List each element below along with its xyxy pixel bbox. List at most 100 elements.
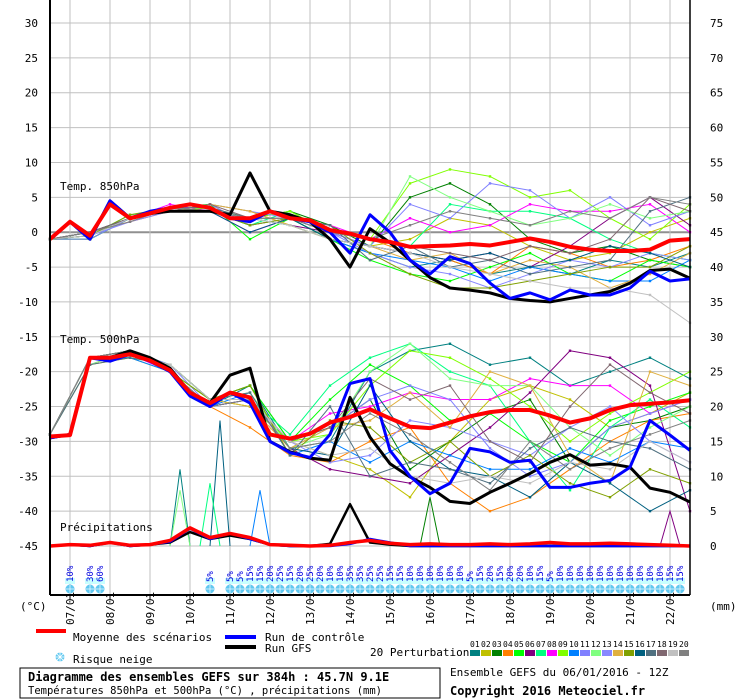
perturbation-19-850-point [648,293,652,297]
snow-risk-label: 10% [626,565,636,582]
perturbation-number: 03 [492,640,502,649]
snowflake-lines [446,585,454,593]
snowflake-lines [566,585,574,593]
snow-band-cell [555,578,565,584]
perturbation-6-500-point [488,426,492,429]
snow-band-cell [385,578,395,584]
snowflake-icon [475,584,485,594]
snow-risk-label: 5% [466,571,476,582]
perturbation-18-500-point [648,391,652,394]
perturbation-16-850-point [608,244,612,248]
perturbation-1-precip-peak [169,469,191,547]
perturbation-20-500-point [488,489,492,492]
perturbation-2-500-point [368,468,372,471]
perturbation-number: 18 [657,640,667,649]
snowflake-lines [606,585,614,593]
snowflake-icon [235,584,245,594]
date-tick-label: 21/01 [624,592,637,625]
perturbation-11-500-point [368,398,372,401]
perturbation-6-500-point [568,349,572,352]
chart-subtitle: Températures 850hPa et 500hPa (°C) , pré… [28,685,382,697]
perturbation-17-850-point [608,258,612,262]
snowflake-icon [395,584,405,594]
panel-label-precip: Précipitations [60,521,153,534]
perturbation-number: 09 [558,640,568,649]
perturbation-14-850-point [528,258,532,262]
snowflake-icon [605,584,615,594]
snow-band-cell [545,578,555,584]
date-tick-label: 09/01 [144,592,157,625]
perturbation-13-500-point [408,419,412,422]
perturbation-8-850-point [608,210,612,213]
perturbation-15-850-point [368,251,372,255]
snow-risk-label: 35% [346,565,356,582]
snow-band-cell [95,578,105,584]
snowflake-lines [506,585,514,593]
perturbation-17-500-point [448,468,452,471]
copyright: Copyright 2016 Meteociel.fr [450,684,645,698]
perturbation-19-850-point [288,224,292,227]
perturbation-14-500-point [448,426,452,429]
perturbation-7-500-point [328,384,332,387]
right-axis-unit: (mm) [710,600,737,613]
perturbation-11-850-point [448,217,452,220]
perturbation-13-500-point [608,405,612,408]
perturbation-11-500-point [528,475,532,478]
perturbation-10-500-point [528,468,532,471]
left-tick-label: -40 [18,505,38,518]
perturbation-7-850-point [528,210,532,213]
snowflake-icon [415,584,425,594]
perturbation-19-850-point [568,286,572,290]
snow-risk-label: 10% [646,565,656,582]
snowflake-icon [585,584,595,594]
snow-risk-label: 10% [66,565,76,582]
snowflake-lines [476,585,484,593]
snowflake-lines [276,585,284,593]
perturbation-14-500-point [528,384,532,387]
perturbation-8-850-point [408,217,412,220]
snow-risk-label: 5% [236,571,246,582]
snowflake-lines [546,585,554,593]
perturbation-15-850-point [248,224,252,227]
snow-band-cell [365,578,375,584]
perturbation-17-850-point [328,224,332,227]
perturbation-8-850-point [448,231,452,234]
perturbation-swatch-03 [492,650,502,656]
perturbation-swatch-07 [536,650,546,656]
perturbation-3-precip-peak [419,497,441,547]
left-axis-unit: (°C) [20,600,47,613]
snowflake-lines [336,585,344,593]
perturbation-20-850-point [448,210,452,213]
panel-label-850: Temp. 850hPa [60,180,139,193]
perturbation-swatch-14 [613,650,623,656]
perturbation-16-850-point [528,265,532,269]
snow-band-cell [475,578,485,584]
snow-risk-label: 20% [506,565,516,582]
perturbation-20-850-point [528,224,532,227]
legend-control-label: Run de contrôle [265,631,364,644]
perturbation-swatch-11 [580,650,590,656]
snowflake-icon [405,584,415,594]
snowflake-lines [236,585,244,593]
perturbation-20-850-point [488,217,492,220]
right-tick-label: 40 [710,261,723,274]
perturbation-12-850-point [488,210,492,213]
perturbation-16-850-point [568,258,572,262]
snow-band-cell [245,578,255,584]
snowflake-icon [285,584,295,594]
snow-band-cell [205,578,215,584]
snowflake-icon [665,584,675,594]
snow-band-cell [485,578,495,584]
perturbation-11-850-point [488,182,492,185]
perturbation-12-850-point [608,203,612,206]
snow-band-cell [645,578,655,584]
perturbation-5-850-point [248,237,252,241]
snow-risk-label: 10% [456,565,466,582]
perturbation-18-500-point [408,398,412,401]
perturbation-17-850-point [648,210,652,213]
snow-risk-label: 5% [546,571,556,582]
perturbation-17-850 [49,196,691,275]
perturbation-17-500-point [488,482,492,485]
date-tick-label: 10/01 [184,592,197,625]
perturbation-16-850-point [448,258,452,262]
